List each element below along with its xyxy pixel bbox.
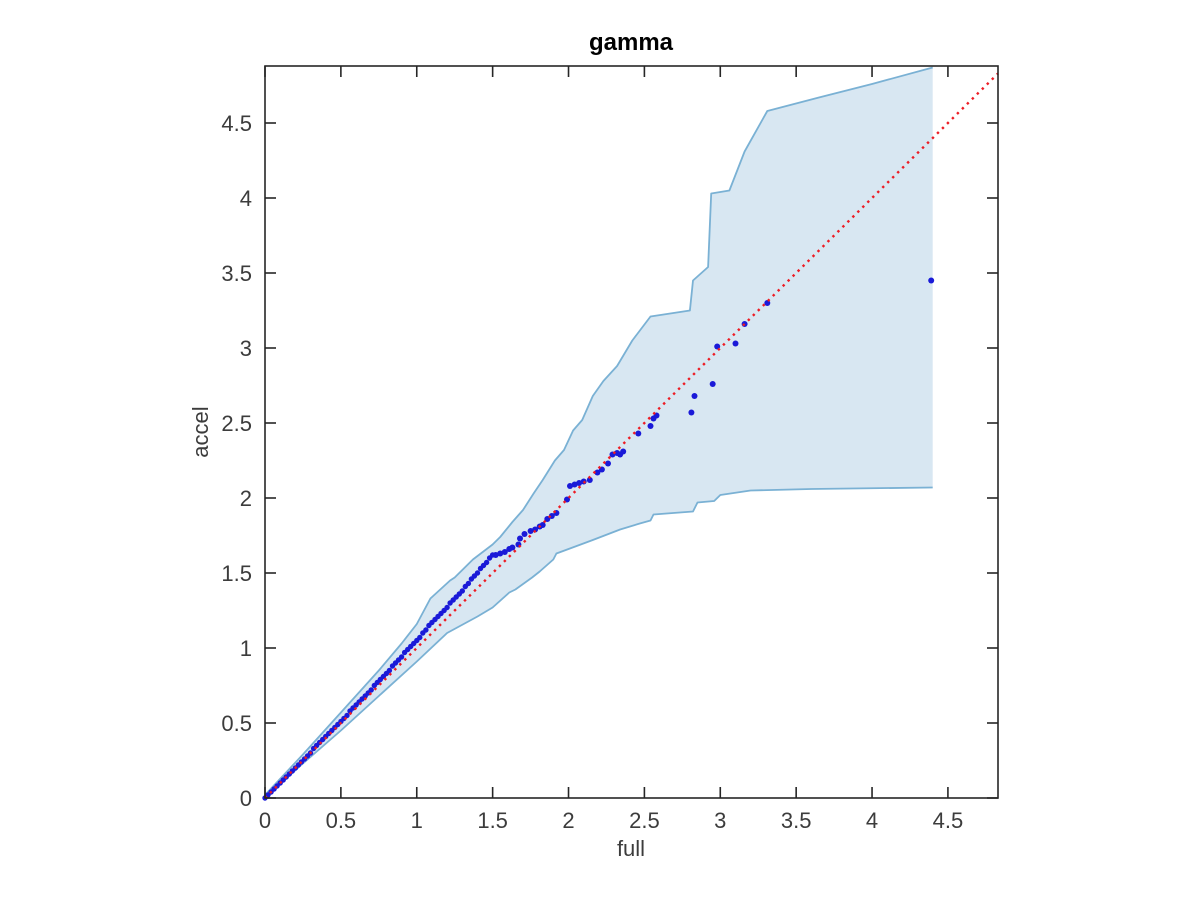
y-tick-label: 2.5: [221, 411, 252, 436]
x-tick-label: 4: [866, 808, 878, 833]
data-point: [521, 531, 528, 537]
confidence-band: [264, 66, 933, 799]
data-point: [605, 460, 611, 467]
y-tick-label: 0.5: [221, 711, 252, 736]
data-point: [928, 277, 935, 284]
data-point: [483, 559, 490, 566]
data-point: [398, 654, 405, 660]
x-tick-label: 3: [714, 808, 726, 833]
data-point: [635, 430, 642, 437]
y-tick-label: 3.5: [221, 261, 252, 286]
data-point: [688, 409, 695, 416]
x-tick-label: 2: [562, 808, 574, 833]
data-point: [509, 544, 516, 551]
x-tick-label: 2.5: [629, 808, 660, 833]
data-point: [344, 712, 350, 719]
plot-box: [264, 65, 999, 799]
x-tick-label: 4.5: [933, 808, 964, 833]
x-tick-label: 0: [259, 808, 271, 833]
axes: 0 0.5 1 1.5 2 2.5 3 3.5 4 4.5 0 0.5 1 1.5 2 2.5 3 3.5 4 4.5: [221, 65, 999, 833]
x-axis-label: full: [617, 836, 645, 861]
data-point: [576, 480, 583, 486]
y-tick-label: 0: [240, 786, 252, 811]
data-point: [567, 483, 573, 489]
data-point: [709, 381, 716, 387]
data-point: [594, 469, 601, 476]
data-point: [368, 687, 374, 693]
x-tick-label: 3.5: [781, 808, 812, 833]
confidence-band-fill: [265, 67, 933, 798]
data-point: [517, 535, 523, 542]
data-point: [417, 634, 423, 641]
chart-title: gamma: [589, 29, 674, 56]
y-tick-label: 2: [240, 486, 252, 511]
data-point: [691, 393, 698, 399]
y-tick-label: 3: [240, 336, 252, 361]
data-point: [474, 570, 481, 576]
data-point: [444, 604, 450, 611]
x-tick-label: 1: [411, 808, 423, 833]
data-point: [386, 667, 393, 674]
x-tick-label: 1.5: [477, 808, 508, 833]
data-point: [465, 580, 472, 587]
data-point: [620, 448, 627, 455]
y-tick-label: 4: [240, 186, 252, 211]
y-tick-label: 4.5: [221, 111, 252, 136]
confidence-band-upper-edge: [264, 66, 933, 796]
x-tick-label: 0.5: [326, 808, 357, 833]
data-point: [586, 477, 593, 483]
y-tick-label: 1: [240, 636, 252, 661]
data-point: [459, 588, 465, 594]
confidence-band-lower-edge: [264, 486, 933, 799]
data-point: [732, 340, 739, 347]
qq-scatter-points: [262, 277, 935, 801]
data-point: [497, 550, 504, 557]
data-point: [423, 627, 429, 633]
data-point: [564, 496, 570, 503]
data-point: [501, 549, 508, 555]
data-point: [647, 423, 654, 429]
y-tick-label: 1.5: [221, 561, 252, 586]
y-axis-label: accel: [188, 406, 213, 457]
